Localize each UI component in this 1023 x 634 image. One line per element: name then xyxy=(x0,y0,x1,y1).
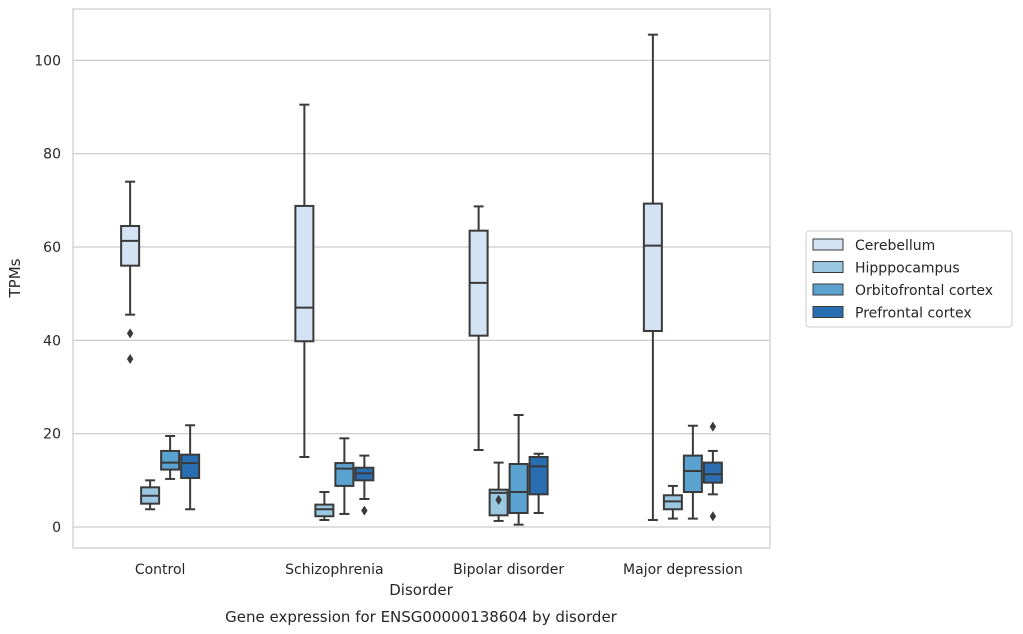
box-groups xyxy=(120,33,723,526)
y-tick-label: 60 xyxy=(43,240,61,256)
box-group xyxy=(140,479,161,511)
chart-caption: Gene expression for ENSG00000138604 by d… xyxy=(225,608,618,626)
outlier-point xyxy=(709,511,717,522)
box-group xyxy=(528,452,549,514)
box-group xyxy=(160,435,181,480)
box xyxy=(294,204,315,343)
box-group xyxy=(642,33,663,521)
box xyxy=(508,463,529,514)
outlier-point xyxy=(126,328,134,339)
box-group xyxy=(508,414,529,526)
legend-label: Hipppocampus xyxy=(855,261,960,277)
outlier-point xyxy=(495,494,502,505)
box xyxy=(702,461,723,484)
box-group xyxy=(662,484,683,520)
outlier-point xyxy=(126,354,134,364)
y-axis-ticks: 0 20 40 60 80 100 xyxy=(34,53,61,536)
x-axis-ticks: Control Schizophrenia Bipolar disorder Majo… xyxy=(135,562,743,578)
box-group xyxy=(468,205,489,451)
box xyxy=(682,454,703,494)
box-group xyxy=(488,461,509,522)
outlier-point xyxy=(709,421,717,432)
x-tick-label: Control xyxy=(135,562,186,578)
box xyxy=(180,453,201,479)
x-tick-label: Schizophrenia xyxy=(285,562,383,578)
box-group xyxy=(120,180,141,364)
y-tick-label: 20 xyxy=(43,427,61,443)
legend-frame xyxy=(805,230,1013,328)
box-group xyxy=(314,491,335,521)
legend-label: Prefrontal cortex xyxy=(855,306,972,322)
x-tick-label: Bipolar disorder xyxy=(453,562,564,578)
y-axis-label: TPMs xyxy=(6,258,24,298)
x-tick-label: Major depression xyxy=(623,562,743,578)
y-tick-label: 80 xyxy=(43,147,61,163)
box xyxy=(160,449,181,471)
box-group xyxy=(334,437,355,515)
legend: Cerebellum Hipppocampus Orbitofrontal cort… xyxy=(805,230,1013,328)
box-group xyxy=(354,454,375,516)
legend-label: Orbitofrontal cortex xyxy=(855,283,993,299)
box-group xyxy=(294,103,315,458)
box xyxy=(334,462,355,487)
outlier-point xyxy=(361,505,368,516)
box-group xyxy=(180,424,201,511)
x-axis-label: Disorder xyxy=(389,581,453,599)
legend-swatch xyxy=(812,283,844,296)
box xyxy=(314,503,335,518)
legend-swatch xyxy=(812,238,844,251)
box xyxy=(528,456,549,496)
y-tick-label: 0 xyxy=(52,520,61,536)
box xyxy=(642,202,663,333)
box-group xyxy=(702,421,723,522)
box xyxy=(120,225,141,267)
y-tick-label: 40 xyxy=(43,333,61,349)
legend-swatch xyxy=(812,261,844,273)
y-tick-label: 100 xyxy=(34,53,61,69)
legend-label: Cerebellum xyxy=(855,238,935,254)
box-group xyxy=(682,424,703,520)
legend-swatch xyxy=(812,306,844,318)
